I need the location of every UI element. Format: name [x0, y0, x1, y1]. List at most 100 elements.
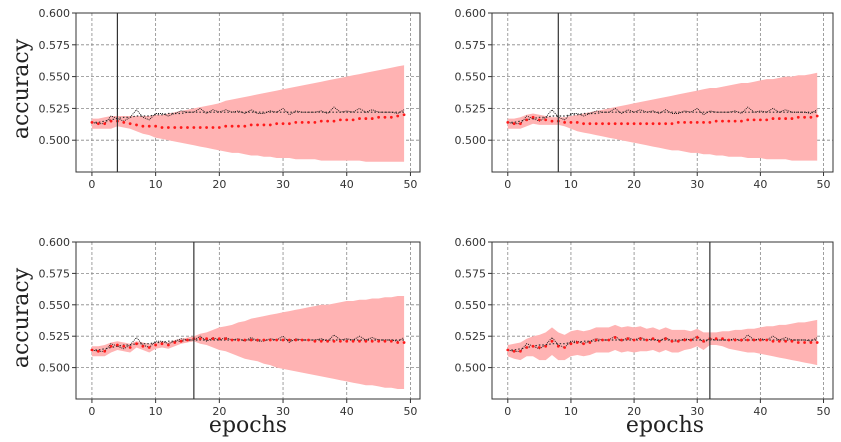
- actual-series: [91, 106, 405, 125]
- forecast-point: [300, 120, 304, 124]
- forecast-point: [626, 337, 630, 341]
- forecast-point: [582, 342, 585, 346]
- x-tick-label: 30: [276, 178, 290, 191]
- forecast-point: [784, 339, 788, 343]
- forecast-point: [307, 120, 310, 124]
- forecast-point: [173, 341, 177, 344]
- forecast-point: [531, 344, 535, 348]
- forecast-point: [319, 119, 323, 123]
- forecast-point: [809, 115, 813, 119]
- x-tick-label: 0: [504, 178, 511, 191]
- forecast-point: [803, 341, 806, 344]
- forecast-point: [657, 339, 661, 343]
- forecast-point: [237, 124, 240, 128]
- x-tick-label: 40: [753, 405, 767, 418]
- forecast-point: [765, 338, 769, 342]
- forecast-point: [396, 114, 400, 118]
- forecast-point: [186, 126, 189, 129]
- x-tick-label: 40: [340, 405, 354, 418]
- forecast-point: [402, 341, 406, 344]
- confidence-band: [507, 72, 818, 161]
- forecast-point: [205, 126, 208, 129]
- forecast-point: [506, 348, 510, 352]
- forecast-point: [198, 337, 202, 341]
- x-tick-label: 40: [753, 178, 767, 191]
- forecast-point: [281, 122, 285, 126]
- forecast-point: [294, 120, 298, 124]
- forecast-point: [173, 126, 177, 129]
- x-tick-label: 20: [627, 178, 641, 191]
- forecast-point: [370, 117, 374, 120]
- forecast-point: [96, 349, 100, 353]
- forecast-point: [537, 346, 541, 349]
- x-tick-label: 20: [212, 405, 226, 418]
- forecast-point: [664, 122, 668, 126]
- x-axis-label-right: epochs: [626, 413, 704, 438]
- forecast-point: [211, 126, 215, 129]
- forecast-point: [771, 339, 775, 343]
- y-tick-label: 0.600: [39, 236, 71, 249]
- forecast-point: [758, 118, 762, 122]
- y-tick-label: 0.500: [455, 134, 487, 147]
- forecast-point: [689, 338, 693, 342]
- x-tick-label: 0: [504, 405, 511, 418]
- forecast-point: [626, 122, 630, 126]
- x-tick-label: 40: [340, 178, 354, 191]
- forecast-point: [192, 126, 196, 129]
- forecast-point: [676, 120, 680, 124]
- forecast-point: [288, 122, 291, 126]
- forecast-point: [364, 339, 368, 343]
- y-tick-label: 0.525: [455, 102, 487, 115]
- y-tick-label: 0.575: [39, 39, 71, 52]
- forecast-point: [370, 339, 374, 343]
- smoothed-series: [91, 339, 405, 351]
- forecast-point: [695, 336, 699, 339]
- forecast-point: [740, 338, 743, 342]
- forecast-point: [326, 119, 330, 123]
- forecast-point: [122, 120, 126, 124]
- forecast-point: [506, 120, 510, 124]
- forecast-point: [96, 122, 100, 126]
- forecast-point: [683, 338, 687, 342]
- forecast-point: [332, 119, 336, 123]
- panel-frame: [491, 241, 834, 400]
- forecast-point: [519, 122, 522, 126]
- y-tick-label: 0.550: [455, 71, 487, 84]
- forecast-point: [519, 349, 522, 353]
- forecast-point: [664, 337, 668, 341]
- panel-1: 0.500 0.525 0.550 0.575 0.600 0 10 20 30 40 50: [39, 7, 421, 191]
- forecast-point: [588, 341, 592, 344]
- forecast-point: [727, 338, 731, 342]
- forecast-point: [575, 341, 579, 344]
- forecast-point: [689, 120, 693, 124]
- forecast-point: [345, 339, 349, 343]
- forecast-point: [230, 338, 234, 342]
- forecast-point: [319, 339, 323, 343]
- forecast-point: [358, 339, 361, 343]
- panel-frame: [491, 12, 834, 173]
- forecast-point: [230, 124, 234, 128]
- forecast-point: [268, 123, 272, 127]
- forecast-point: [364, 117, 368, 120]
- x-tick-label: 20: [627, 405, 641, 418]
- forecast-point: [103, 122, 107, 126]
- plot-area: [506, 72, 819, 161]
- forecast-point: [632, 338, 636, 342]
- forecast-point: [601, 338, 604, 342]
- panel-frame: [75, 241, 421, 400]
- forecast-point: [588, 122, 592, 126]
- forecast-point: [275, 122, 279, 126]
- forecast-point: [288, 338, 291, 342]
- x-tick-label: 50: [817, 405, 831, 418]
- forecast-point: [569, 120, 573, 124]
- y-tick-label: 0.575: [39, 267, 71, 280]
- forecast-point: [275, 338, 279, 342]
- forecast-point: [620, 122, 623, 126]
- forecast-point: [237, 338, 240, 342]
- forecast-point: [345, 118, 349, 122]
- forecast-point: [141, 344, 145, 348]
- forecast-point: [217, 337, 221, 341]
- forecast-point: [243, 124, 247, 128]
- forecast-point: [796, 115, 800, 119]
